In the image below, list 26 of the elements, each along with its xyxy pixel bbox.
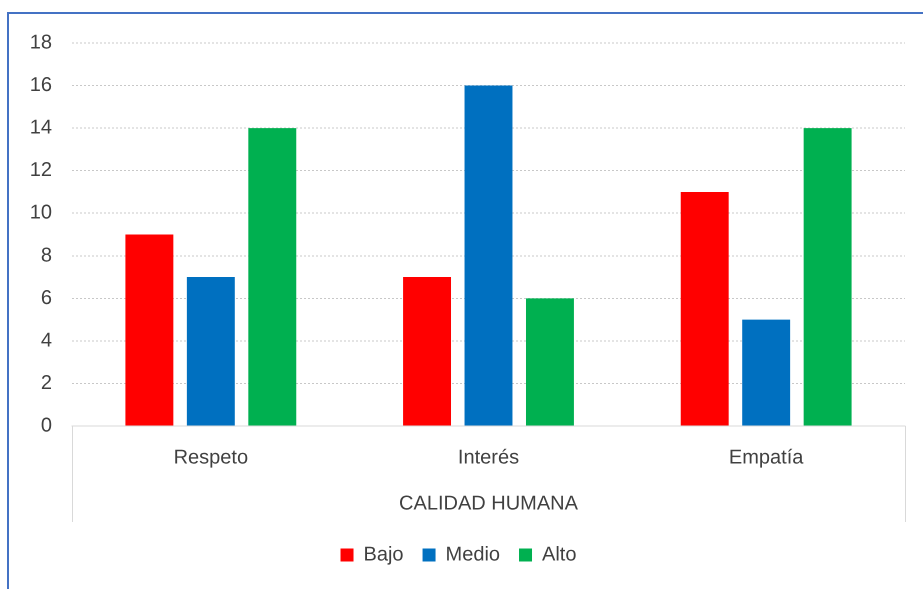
x-tick-label: Empatía: [728, 446, 804, 469]
y-tick-label: 18: [30, 32, 52, 54]
y-tick-label: 14: [30, 116, 52, 139]
bar: [403, 277, 452, 426]
legend-label: Alto: [542, 544, 576, 566]
y-tick-label: 2: [40, 372, 52, 394]
y-tick-label: 10: [30, 202, 52, 224]
y-tick-label: 4: [40, 329, 52, 352]
x-tick-label: Respeto: [174, 446, 248, 469]
bar: [526, 298, 574, 426]
bar: [248, 128, 296, 426]
y-tick-label: 6: [40, 286, 52, 309]
bar: [125, 234, 174, 426]
legend-label: Bajo: [364, 544, 404, 566]
x-tick-label: Interés: [458, 446, 520, 469]
bar: [186, 277, 235, 426]
y-tick-label: 0: [40, 414, 52, 437]
y-tick-label: 12: [30, 159, 52, 182]
bar: [464, 86, 512, 426]
y-tick-label: 16: [30, 74, 52, 96]
legend-label: Medio: [446, 544, 500, 566]
bar: [742, 320, 790, 426]
y-tick-label: 8: [40, 244, 52, 266]
bar: [804, 128, 852, 426]
bar: [680, 192, 729, 426]
x-axis-title: CALIDAD HUMANA: [399, 492, 579, 515]
